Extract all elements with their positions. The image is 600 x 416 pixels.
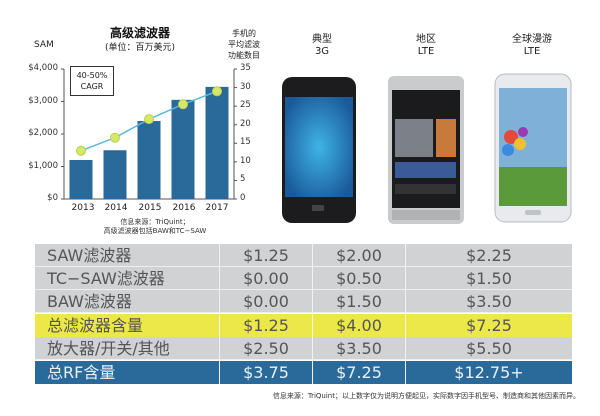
cell-value: $12.75+ bbox=[405, 361, 572, 384]
cell-value: $3.50 bbox=[405, 290, 572, 312]
right-tick: 5 bbox=[240, 174, 246, 184]
phone-header-regional-lte: 地区 LTE bbox=[386, 34, 466, 58]
phone-header-global-roaming-lte: 全球漫游 LTE bbox=[492, 34, 572, 58]
cell-value: $7.25 bbox=[405, 314, 572, 337]
phone-header-typical-3g: 典型 3G bbox=[282, 34, 362, 58]
row-label: TC−SAW滤波器 bbox=[47, 269, 165, 288]
cell-value: $2.25 bbox=[405, 244, 572, 266]
table-row-total-rf: 总RF含量 $3.75 $7.25 $12.75+ bbox=[35, 361, 572, 384]
right-axis-label-line: 手机的 bbox=[232, 29, 256, 38]
phone-samsung-global-lte-image bbox=[494, 73, 572, 223]
row-label: 总RF含量 bbox=[47, 363, 116, 382]
left-tick: $1,000 bbox=[28, 161, 58, 171]
cell-value: $0.00 bbox=[219, 290, 312, 312]
cell-value: $1.25 bbox=[219, 244, 312, 266]
cell-value: $0.00 bbox=[219, 267, 312, 289]
row-label: 总滤波器含量 bbox=[47, 316, 144, 335]
chart-subtitle: (单位：百万美元) bbox=[104, 43, 176, 53]
right-tick: 35 bbox=[240, 63, 251, 73]
phone-htc-lte-image bbox=[388, 76, 464, 224]
cell-value: $3.75 bbox=[219, 361, 312, 384]
right-axis-label: 手机的 平均滤波 功能数目 bbox=[222, 28, 266, 61]
combo-chart bbox=[61, 68, 237, 200]
right-axis-label-line: 平均滤波 bbox=[228, 40, 260, 49]
table-row: BAW滤波器 $0.00 $1.50 $3.50 bbox=[35, 290, 572, 313]
phone-header-line: 全球漫游 bbox=[512, 34, 552, 45]
x-tick: 2017 bbox=[205, 203, 229, 213]
cell-value: $3.50 bbox=[312, 337, 405, 359]
table-row: SAW滤波器 $1.25 $2.00 $2.25 bbox=[35, 244, 572, 267]
row-label: SAW滤波器 bbox=[47, 246, 132, 265]
right-axis-label-line: 功能数目 bbox=[228, 51, 260, 60]
cagr-line: CAGR bbox=[80, 82, 104, 91]
right-tick: 15 bbox=[240, 137, 251, 147]
footer-source-note: 信息来源：TriQuint；以上数字仅为说明方便起见，实际数字因手机型号、制造商… bbox=[272, 392, 580, 400]
row-label: BAW滤波器 bbox=[47, 292, 132, 311]
x-tick: 2014 bbox=[104, 203, 128, 213]
phone-header-line: 地区 bbox=[416, 34, 436, 45]
x-tick: 2013 bbox=[71, 203, 95, 213]
table-row: TC−SAW滤波器 $0.00 $0.50 $1.50 bbox=[35, 267, 572, 290]
x-tick: 2015 bbox=[138, 203, 162, 213]
cell-value: $5.50 bbox=[405, 337, 572, 359]
right-tick: 30 bbox=[240, 82, 251, 92]
left-tick: $4,000 bbox=[28, 63, 58, 73]
note-line: 信息来源：TriQuint； bbox=[120, 218, 190, 226]
cell-value: $4.00 bbox=[312, 314, 405, 337]
cell-value: $1.25 bbox=[219, 314, 312, 337]
cell-value: $1.50 bbox=[312, 290, 405, 312]
right-tick: 10 bbox=[240, 156, 251, 166]
x-tick: 2016 bbox=[172, 203, 196, 213]
cell-value: $0.50 bbox=[312, 267, 405, 289]
left-tick: $0 bbox=[47, 193, 58, 203]
row-label: 放大器/开关/其他 bbox=[47, 339, 170, 358]
cell-value: $1.50 bbox=[405, 267, 572, 289]
note-line: 高级滤波器包括BAW和TC−SAW bbox=[103, 227, 207, 235]
phone-header-line: 3G bbox=[314, 46, 330, 57]
phone-generic-3g-image bbox=[282, 77, 356, 223]
cagr-line: 40-50% bbox=[76, 71, 108, 80]
table-row-total-filter: 总滤波器含量 $1.25 $4.00 $7.25 bbox=[35, 314, 572, 337]
right-tick: 0 bbox=[240, 193, 246, 203]
table-row: 放大器/开关/其他 $2.50 $3.50 $5.50 bbox=[35, 337, 572, 360]
phone-header-line: 典型 bbox=[312, 34, 332, 45]
phone-header-line: LTE bbox=[417, 46, 435, 57]
cell-value: $2.00 bbox=[312, 244, 405, 266]
chart-title: 高级滤波器 bbox=[109, 26, 170, 40]
chart-source-note: 信息来源：TriQuint； 高级滤波器包括BAW和TC−SAW bbox=[60, 218, 250, 236]
left-tick: $2,000 bbox=[28, 128, 58, 138]
phone-header-line: LTE bbox=[523, 46, 541, 57]
right-tick: 25 bbox=[240, 100, 251, 110]
left-axis-label: SAM bbox=[34, 40, 54, 50]
left-tick: $3,000 bbox=[28, 96, 58, 106]
right-tick: 20 bbox=[240, 119, 251, 129]
cell-value: $7.25 bbox=[312, 361, 405, 384]
cagr-annotation: 40-50% CAGR bbox=[70, 66, 114, 96]
cell-value: $2.50 bbox=[219, 337, 312, 359]
